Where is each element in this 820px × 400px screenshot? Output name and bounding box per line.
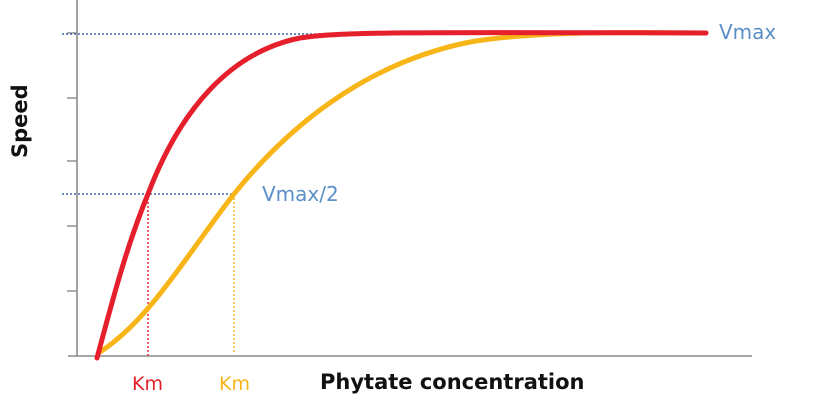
yellow-curve — [97, 30, 709, 355]
y-ticks — [67, 32, 77, 292]
y-axis-label: Speed — [8, 84, 32, 158]
km-red-label: Km — [132, 373, 163, 395]
red-curve — [94, 30, 709, 361]
km-yellow-label: Km — [219, 373, 250, 395]
vmax-half-label: Vmax/2 — [262, 182, 339, 206]
x-axis-label: Phytate concentration — [320, 370, 585, 394]
vmax-label: Vmax — [719, 20, 777, 44]
